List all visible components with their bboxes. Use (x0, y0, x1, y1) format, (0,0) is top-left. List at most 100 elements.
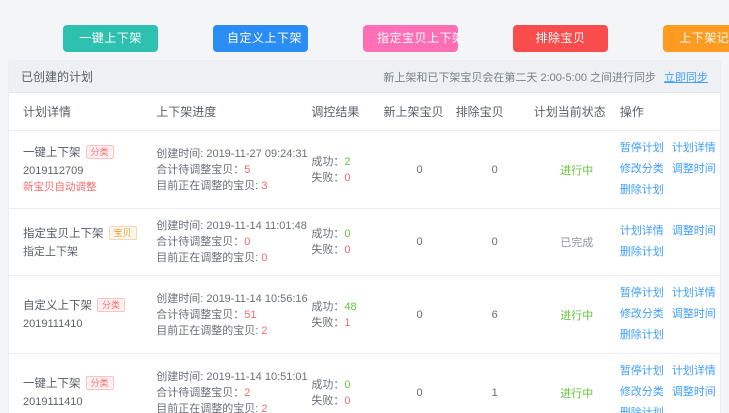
col-status: 计划当前状态 (533, 93, 620, 131)
cell-progress: 创建时间: 2019-11-14 10:56:16 合计待调整宝贝：51 目前正在调… (156, 275, 312, 354)
cell-status: 进行中 (533, 353, 620, 413)
cell-operations: 计划详情 调整时间 删除计划 (619, 208, 720, 276)
op-link-0[interactable]: 暂停计划 (619, 287, 664, 299)
specified-item-shelf-button[interactable]: 指定宝贝上下架 (363, 25, 464, 52)
created-at-label: 创建时间: (156, 220, 204, 232)
cell-status: 进行中 (533, 130, 620, 209)
total-pending-value: 0 (244, 236, 251, 248)
total-pending-label: 合计待调整宝贝： (156, 386, 245, 399)
created-at-line: 创建时间: 2019-11-14 10:56:16 (156, 291, 311, 307)
op-link-0[interactable]: 暂停计划 (619, 365, 664, 377)
exclude-item-button[interactable]: 排除宝贝 (513, 25, 608, 52)
operation-links: 计划详情 调整时间 删除计划 (620, 223, 720, 261)
plan-type-badge: 分类 (97, 298, 126, 312)
op-link-1[interactable]: 计划详情 (671, 365, 716, 377)
total-pending-label: 合计待调整宝贝： (156, 236, 245, 248)
created-at-value: 2019-11-27 09:24:31 (206, 147, 308, 160)
success-line: 成功：2 (311, 154, 383, 170)
total-pending-label: 合计待调整宝贝： (156, 163, 245, 176)
plans-card: 已创建的计划 新上架和已下架宝贝会在第二天 2:00-5:00 之间进行同步 立… (8, 60, 721, 413)
success-line: 成功：0 (311, 377, 383, 393)
cell-excluded-items: 6 (455, 275, 534, 354)
col-plan-detail: 计划详情 (9, 93, 157, 131)
cell-new-items: 0 (383, 353, 456, 413)
op-link-2[interactable]: 修改分类 (619, 308, 664, 320)
op-link-4[interactable]: 删除计划 (619, 184, 664, 196)
custom-shelf-button[interactable]: 自定义上下架 (213, 25, 308, 52)
cell-plan-detail: 一键上下架 分类 2019111410 (9, 353, 157, 413)
sync-note: 新上架和已下架宝贝会在第二天 2:00-5:00 之间进行同步 立即同步 (383, 69, 708, 85)
fail-line: 失败：0 (311, 242, 383, 258)
adjusting-now-value: 3 (261, 179, 268, 192)
op-link-1[interactable]: 调整时间 (671, 225, 716, 237)
op-link-0[interactable]: 暂停计划 (619, 142, 664, 154)
created-at-label: 创建时间: (156, 370, 204, 383)
sync-note-text: 新上架和已下架宝贝会在第二天 2:00-5:00 之间进行同步 (383, 71, 656, 84)
operation-links: 暂停计划 计划详情 修改分类 调整时间删除计划 (620, 363, 720, 413)
table-row: 指定宝贝上下架 宝贝 指定上下架 创建时间: 2019-11-14 11:01:48 合… (9, 208, 720, 276)
card-header: 已创建的计划 新上架和已下架宝贝会在第二天 2:00-5:00 之间进行同步 立… (9, 61, 720, 93)
op-link-4[interactable]: 删除计划 (619, 407, 664, 413)
success-line: 成功：0 (311, 226, 383, 242)
operation-links: 暂停计划 计划详情 修改分类 调整时间 删除计划 (620, 285, 720, 344)
col-new-items: 新上架宝贝 (383, 93, 456, 131)
cell-progress: 创建时间: 2019-11-14 10:51:01 合计待调整宝贝：2 目前正在调整… (156, 353, 312, 413)
cell-operations: 暂停计划 计划详情 修改分类 调整时间 删除计划 (619, 275, 720, 354)
created-at-value: 2019-11-14 11:01:48 (206, 220, 307, 232)
plan-name-wrap: 一键上下架 分类 (23, 144, 156, 160)
op-link-0[interactable]: 计划详情 (619, 225, 664, 237)
shelf-record-button[interactable]: 上下架记录 (663, 25, 729, 52)
col-progress: 上下架进度 (156, 93, 312, 131)
created-at-label: 创建时间: (156, 147, 204, 160)
op-link-3[interactable]: 调整时间 (671, 308, 716, 320)
created-at-label: 创建时间: (156, 292, 204, 305)
op-link-2[interactable]: 修改分类 (619, 386, 664, 398)
plan-subnote: 新宝贝自动调整 (23, 181, 97, 193)
fail-value: 0 (344, 394, 351, 407)
op-link-1[interactable]: 计划详情 (671, 142, 716, 154)
success-line: 成功：48 (311, 299, 383, 315)
action-toolbar: 一键上下架 自定义上下架 指定宝贝上下架 排除宝贝 上下架记录 (0, 0, 729, 60)
plan-id: 2019111410 (23, 396, 83, 408)
one-click-shelf-button[interactable]: 一键上下架 (63, 25, 158, 52)
adjusting-now-label: 目前正在调整的宝贝: (156, 402, 259, 413)
plan-name-wrap: 自定义上下架 分类 (23, 297, 156, 313)
operation-links: 暂停计划 计划详情 修改分类 调整时间 删除计划 (620, 140, 720, 199)
op-link-2[interactable]: 删除计划 (619, 246, 664, 258)
adjusting-now-value: 0 (261, 252, 268, 264)
op-link-3[interactable]: 调整时间 (671, 386, 716, 398)
fail-label: 失败： (311, 316, 345, 329)
op-link-1[interactable]: 计划详情 (671, 287, 716, 299)
sync-now-link[interactable]: 立即同步 (664, 71, 708, 84)
cell-plan-detail: 自定义上下架 分类 2019111410 (9, 275, 157, 354)
plan-name: 一键上下架 (23, 378, 81, 390)
cell-new-items: 0 (383, 208, 456, 276)
cell-excluded-items: 0 (455, 208, 534, 276)
success-label: 成功： (311, 155, 345, 168)
status-badge: 已完成 (560, 237, 594, 249)
op-link-4[interactable]: 删除计划 (619, 329, 664, 341)
total-pending-line: 合计待调整宝贝：5 (156, 162, 311, 178)
cell-result: 成功：0 失败：0 (311, 208, 384, 276)
fail-value: 1 (344, 316, 351, 329)
cell-new-items: 0 (383, 130, 456, 209)
cell-excluded-items: 0 (455, 130, 534, 209)
cell-progress: 创建时间: 2019-11-27 09:24:31 合计待调整宝贝：5 目前正在调整… (156, 130, 312, 209)
cell-progress: 创建时间: 2019-11-14 11:01:48 合计待调整宝贝：0 目前正在调整… (156, 208, 312, 276)
adjusting-now-line: 目前正在调整的宝贝: 0 (156, 250, 311, 266)
plan-name-wrap: 指定宝贝上下架 宝贝 (23, 225, 156, 241)
table-header: 计划详情 上下架进度 调控结果 新上架宝贝 排除宝贝 计划当前状态 操作 (9, 93, 720, 131)
success-label: 成功： (311, 228, 345, 240)
success-label: 成功： (311, 300, 345, 313)
status-badge: 进行中 (560, 309, 594, 322)
plan-type-badge: 分类 (85, 376, 114, 390)
plan-name-wrap: 一键上下架 分类 (23, 375, 156, 391)
col-excluded: 排除宝贝 (455, 93, 534, 131)
status-badge: 进行中 (560, 164, 594, 177)
created-at-line: 创建时间: 2019-11-27 09:24:31 (156, 146, 311, 162)
cell-result: 成功：0 失败：0 (311, 353, 384, 413)
success-value: 0 (344, 228, 351, 240)
adjusting-now-line: 目前正在调整的宝贝: 2 (156, 323, 311, 339)
op-link-3[interactable]: 调整时间 (671, 163, 716, 175)
op-link-2[interactable]: 修改分类 (619, 163, 664, 175)
